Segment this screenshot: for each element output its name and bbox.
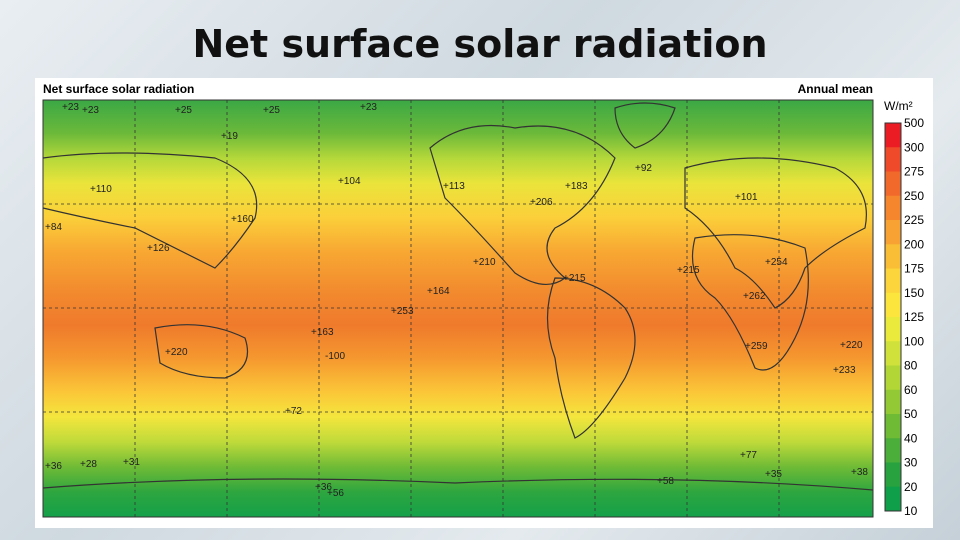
contour-label: +25 <box>175 105 192 116</box>
contour-label: +23 <box>82 105 99 116</box>
colorbar-frame <box>884 122 902 512</box>
slide-title: Net surface solar radiation <box>192 22 768 66</box>
colorbar-label: 60 <box>904 383 918 397</box>
contour-label: +126 <box>147 243 170 254</box>
contour-label: +38 <box>851 467 868 478</box>
colorbar-swatch <box>885 438 901 463</box>
colorbar-swatch <box>885 389 901 415</box>
coastlines <box>42 102 874 491</box>
contour-label: +19 <box>221 131 238 142</box>
colorbar-label: 125 <box>904 310 924 324</box>
graticule <box>43 100 873 517</box>
contour-label: +233 <box>833 365 856 376</box>
colorbar-swatch <box>885 147 901 172</box>
colorbar-swatch <box>885 268 901 294</box>
colorbar-label: 225 <box>904 213 924 227</box>
contour-label: -100 <box>325 351 345 362</box>
colorbar-label: 30 <box>904 456 918 470</box>
contour-labels: +23 +23 +25 +25 +23 +19 +110 +104 +113 +… <box>45 102 868 499</box>
colorbar-label: 10 <box>904 504 918 518</box>
contour-label: +215 <box>563 273 586 284</box>
contour-label: +92 <box>635 163 652 174</box>
colorbar-label: 275 <box>904 165 924 179</box>
legend-unit: W/m² <box>884 99 913 113</box>
contour-label: +36 <box>45 461 62 472</box>
figure: Net surface solar radiation Annual mean <box>35 78 933 528</box>
contour-label: +259 <box>745 341 768 352</box>
colorbar: 500 300 275 250 225 200 175 150 125 100 80 60 50 40 30… <box>884 116 924 518</box>
colorbar-swatch <box>885 317 901 342</box>
colorbar-label: 150 <box>904 286 924 300</box>
colorbar-swatch <box>885 341 901 366</box>
colorbar-swatch <box>885 171 901 197</box>
contour-label: +160 <box>231 214 254 225</box>
contour-label: +31 <box>123 457 140 468</box>
contour-label: +77 <box>740 450 757 461</box>
colorbar-label: 40 <box>904 431 918 445</box>
contour-label: +58 <box>657 476 674 487</box>
contour-label: +84 <box>45 222 62 233</box>
contour-label: +101 <box>735 192 758 203</box>
colorbar-swatch <box>885 414 901 439</box>
map: +23 +23 +25 +25 +23 +19 +110 +104 +113 +… <box>42 99 874 518</box>
colorbar-label: 20 <box>904 480 918 494</box>
contour-label: +28 <box>80 459 97 470</box>
contour-label: +183 <box>565 181 588 192</box>
contour-label: +25 <box>263 105 280 116</box>
contour-label: +72 <box>285 406 302 417</box>
colorbar-label: 300 <box>904 140 924 154</box>
contour-label: +206 <box>530 197 553 208</box>
colorbar-label: 80 <box>904 359 918 373</box>
contour-label: +262 <box>743 291 766 302</box>
colorbar-swatch <box>885 244 901 269</box>
contour-label: +254 <box>765 257 788 268</box>
colorbar-swatch <box>885 292 901 318</box>
contour-label: +23 <box>360 102 377 113</box>
contour-label: +104 <box>338 176 361 187</box>
contour-label: +220 <box>165 347 188 358</box>
colorbar-label: 200 <box>904 237 924 251</box>
contour-label: +110 <box>90 184 112 195</box>
colorbar-label: 250 <box>904 189 924 203</box>
contour-label: +215 <box>677 265 700 276</box>
contour-label: +36 <box>315 482 332 493</box>
contour-label: +220 <box>840 340 863 351</box>
figure-title: Net surface solar radiation <box>43 82 194 96</box>
colorbar-label: 500 <box>904 116 924 130</box>
colorbar-label: 100 <box>904 334 924 348</box>
contour-label: +23 <box>62 102 79 113</box>
contour-label: +163 <box>311 327 334 338</box>
colorbar-swatch <box>885 486 901 512</box>
contour-label: +35 <box>765 469 782 480</box>
map-field <box>42 99 874 518</box>
colorbar-swatch <box>885 220 901 245</box>
colorbar-swatch <box>885 462 901 488</box>
contour-label: +210 <box>473 257 496 268</box>
contour-label: +56 <box>327 488 344 499</box>
colorbar-swatch <box>885 365 901 391</box>
contour-label: +164 <box>427 286 450 297</box>
contour-label: +253 <box>391 306 414 317</box>
colorbar-swatch <box>885 195 901 221</box>
colorbar-label: 175 <box>904 262 924 276</box>
contour-label: +113 <box>443 181 465 192</box>
colorbar-swatch <box>885 123 901 148</box>
figure-subtitle: Annual mean <box>798 82 873 96</box>
colorbar-label: 50 <box>904 407 918 421</box>
